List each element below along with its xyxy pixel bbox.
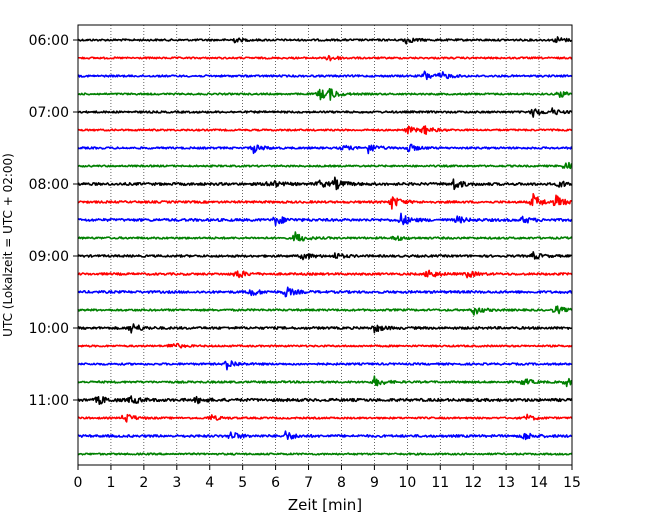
plot-frame: [77, 24, 573, 466]
trace-0945: [77, 305, 573, 316]
x-tick-label-14: 14: [530, 475, 548, 491]
trace-0715: [77, 125, 573, 136]
x-tick-label-11: 11: [431, 475, 449, 491]
y-tick-label-0600: 06:00: [29, 33, 69, 49]
trace-0830: [77, 212, 573, 227]
trace-0815: [77, 193, 573, 210]
x-tick-label-2: 2: [139, 475, 148, 491]
x-tick-label-5: 5: [238, 475, 247, 491]
y-axis-ticks: 06:00 07:00 08:00 09:00 10:00 11:00: [29, 33, 78, 409]
x-tick-label-6: 6: [271, 475, 280, 491]
x-axis-ticks: 0 1 2 3 4 5 6 7 8 9 10 11 12 13 14 15: [74, 465, 581, 491]
x-tick-label-3: 3: [172, 475, 181, 491]
trace-0930: [77, 286, 573, 298]
seismic-traces: [77, 36, 573, 456]
trace-0745: [77, 161, 573, 170]
trace-1015: [77, 342, 573, 349]
y-axis-label: UTC (Lokalzeit = UTC + 02:00): [1, 153, 15, 337]
trace-0800: [77, 176, 573, 191]
x-tick-label-1: 1: [106, 475, 115, 491]
x-tick-label-13: 13: [497, 475, 515, 491]
trace-1145: [77, 452, 573, 456]
trace-0915: [77, 269, 573, 279]
x-tick-label-10: 10: [398, 475, 416, 491]
x-tick-label-0: 0: [74, 475, 83, 491]
x-tick-label-9: 9: [370, 475, 379, 491]
trace-0845: [77, 231, 573, 242]
x-tick-label-8: 8: [337, 475, 346, 491]
x-axis-label: Zeit [min]: [288, 496, 362, 514]
trace-1100: [77, 395, 573, 405]
y-tick-label-0800: 08:00: [29, 177, 69, 193]
trace-0600: [77, 36, 573, 45]
trace-1045: [77, 375, 573, 388]
trace-1030: [77, 360, 573, 371]
trace-0645: [77, 88, 573, 101]
trace-1000: [77, 323, 573, 334]
x-tick-label-7: 7: [304, 475, 313, 491]
trace-0700: [77, 107, 573, 118]
trace-0900: [77, 251, 573, 261]
x-tick-label-15: 15: [563, 475, 581, 491]
x-tick-label-4: 4: [205, 475, 214, 491]
trace-1115: [77, 413, 573, 423]
y-tick-label-0700: 07:00: [29, 105, 69, 121]
vertical-grid-lines: [110, 25, 540, 465]
trace-0615: [77, 54, 573, 62]
y-tick-label-1100: 11:00: [29, 393, 69, 409]
trace-0730: [77, 143, 573, 155]
trace-0630: [77, 70, 573, 81]
x-tick-label-12: 12: [464, 475, 482, 491]
y-tick-label-0900: 09:00: [29, 249, 69, 265]
y-tick-label-1000: 10:00: [29, 321, 69, 337]
trace-1130: [77, 430, 573, 441]
